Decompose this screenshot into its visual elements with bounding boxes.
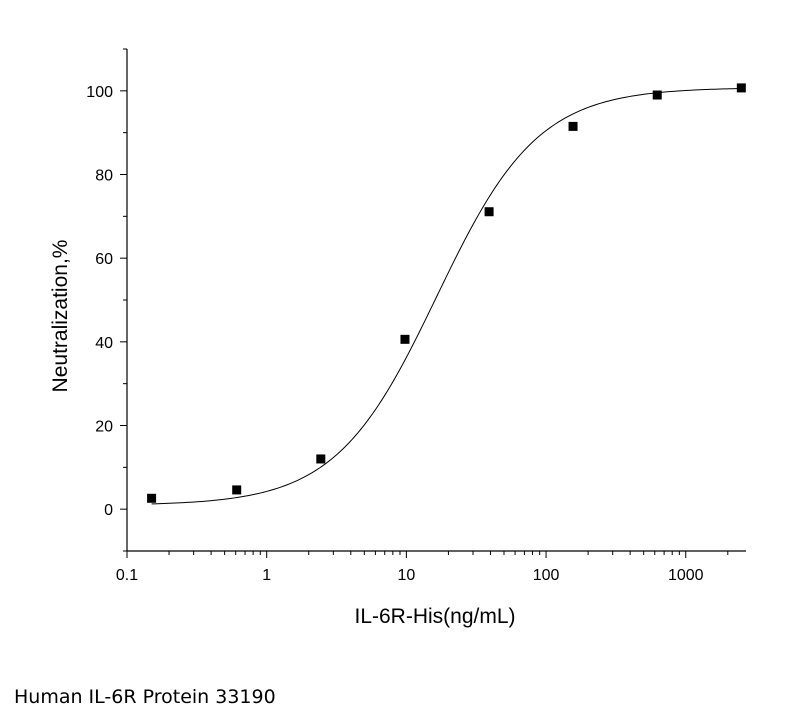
data-point xyxy=(736,83,746,93)
fit-curve-layer xyxy=(151,87,742,505)
y-axis-title: Neutralization,% xyxy=(49,240,72,393)
y-tick-label: 80 xyxy=(95,168,113,185)
y-tick-label: 20 xyxy=(95,419,113,436)
x-tick-label: 1 xyxy=(262,567,271,584)
data-point xyxy=(484,207,494,217)
x-tick-label: 10 xyxy=(397,567,415,584)
x-axis-ticks: 0.1 1 10 100 1000 xyxy=(116,551,729,584)
figure-caption: Human IL-6R Protein 33190 xyxy=(14,686,276,708)
y-tick-label: 40 xyxy=(95,335,113,352)
data-point xyxy=(568,121,578,131)
x-tick-label: 100 xyxy=(533,567,560,584)
y-tick-label: 100 xyxy=(86,84,113,101)
data-point xyxy=(652,90,662,100)
data-point xyxy=(232,485,242,495)
data-point xyxy=(400,334,410,344)
x-tick-label: 1000 xyxy=(668,567,704,584)
data-point xyxy=(316,454,326,464)
y-tick-label: 0 xyxy=(104,502,113,519)
x-tick-label: 0.1 xyxy=(116,567,138,584)
fit-curve xyxy=(151,87,742,505)
neutralization-chart: 0.1 1 10 100 1000 0 20 40 60 80 100 IL-6R-His(ng/… xyxy=(49,48,746,628)
data-points xyxy=(147,83,746,503)
x-axis-title: IL-6R-His(ng/mL) xyxy=(354,605,515,628)
data-point xyxy=(147,493,157,503)
y-axis-ticks: 0 20 40 60 80 100 xyxy=(86,48,127,552)
axes xyxy=(126,49,746,552)
y-tick-label: 60 xyxy=(95,251,113,268)
